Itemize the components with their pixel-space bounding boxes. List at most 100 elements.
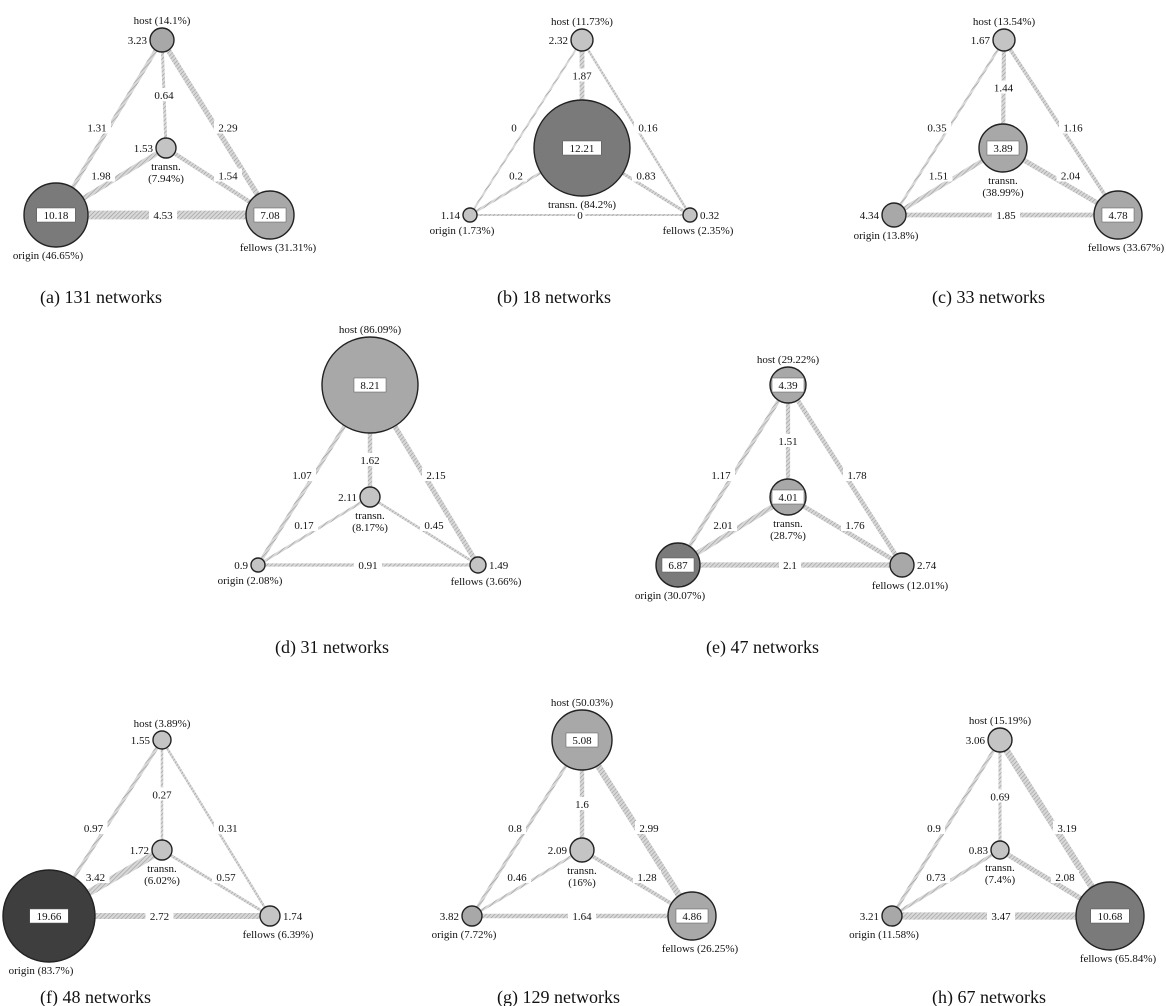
edge-label-transn-fellows: 2.04 [1061, 171, 1081, 183]
node-label-secondary-transn: (16%) [568, 877, 596, 889]
node-value-box [36, 207, 76, 223]
node-value-fellows: 1.49 [489, 560, 509, 572]
node-value-fellows: 2.74 [917, 560, 937, 572]
edge-label-bg [922, 870, 950, 883]
node-label-origin: origin (7.72%) [432, 929, 497, 941]
edge-label-bg [632, 168, 660, 182]
node-origin [250, 557, 266, 573]
edge-label-bg [290, 518, 318, 531]
node-label-fellows: fellows (65.84%) [1080, 953, 1157, 965]
node-label-fellows: fellows (33.67%) [1088, 242, 1165, 254]
node-origin [881, 905, 903, 927]
node-value-host: 2.32 [549, 35, 568, 47]
edge-label-bg [1053, 821, 1081, 834]
edge-host-origin [469, 39, 583, 216]
edge-label-transn-origin: 1.98 [91, 171, 111, 183]
node-label-origin: origin (11.58%) [849, 929, 919, 941]
edge-label-origin-fellows: 2.72 [150, 911, 169, 923]
edge-label-bg [924, 168, 953, 182]
node-label-secondary-transn: (38.99%) [982, 187, 1024, 199]
node-value-origin: 3.82 [440, 911, 459, 923]
edge-label-bg [79, 821, 108, 834]
edge-label-transn-fellows: 0.83 [636, 171, 656, 183]
node-transn [155, 137, 177, 159]
node-value-box [353, 377, 387, 393]
edge-label-host-origin: 0.97 [84, 823, 104, 835]
edge-label-host-fellows: 3.19 [1057, 823, 1077, 835]
edge-label-host-transn: 0.69 [990, 792, 1010, 804]
edge-label-origin-fellows: 0.91 [358, 560, 377, 572]
node-value-transn: 4.01 [778, 492, 797, 504]
node-fellows [259, 905, 281, 927]
edge-label-host-transn: 1.51 [778, 436, 797, 448]
node-label-transn: transn. [355, 510, 385, 522]
edge-label-bg [841, 518, 869, 531]
node-label-host: host (86.09%) [339, 324, 402, 336]
edge-label-bg [709, 518, 737, 531]
node-label-origin: origin (83.7%) [9, 965, 74, 977]
node-label-fellows: fellows (2.35%) [663, 225, 734, 237]
node-host [152, 730, 172, 750]
edge-label-host-origin: 1.17 [711, 470, 731, 482]
edge-label-host-fellows: 1.16 [1063, 123, 1083, 135]
edge-label-host-transn: 0.64 [154, 90, 174, 102]
edge-label-transn-origin: 0.17 [294, 520, 314, 532]
node-value-box [986, 140, 1020, 156]
panel-a: 0.64 1.31 2.29 1.98 1.54 4.53 3.23 host (14.1%)… [13, 15, 317, 308]
node-label-transn: transn. [151, 161, 181, 173]
edge-label-bg [148, 787, 176, 801]
node-label-origin: origin (13.8%) [854, 230, 919, 242]
node-label-origin: origin (30.07%) [635, 590, 706, 602]
edge-label-bg [707, 468, 735, 481]
node-label-origin: origin (2.08%) [218, 575, 283, 587]
edge-label-host-origin: 0.8 [508, 823, 522, 835]
edge-label-transn-fellows: 0.57 [216, 872, 236, 884]
panel-h: 0.69 0.9 3.19 0.73 2.08 3.47 3.06 host (15.19%)… [849, 715, 1156, 1006]
panel-caption: (c) 33 networks [932, 287, 1045, 308]
edge-label-bg [779, 558, 801, 571]
edge-label-bg [288, 468, 316, 481]
edge-label-transn-fellows: 1.76 [845, 520, 865, 532]
edge-label-transn-fellows: 0.45 [424, 520, 444, 532]
edge-label-bg [635, 821, 663, 834]
edge-label-bg [149, 208, 177, 221]
panel-g: 1.6 0.8 2.99 0.46 1.28 1.64 5.08 host (50.03%) 2… [432, 697, 739, 1006]
edge-label-host-transn: 1.87 [572, 71, 592, 83]
edge-label-bg [145, 909, 174, 922]
node-transn [990, 840, 1010, 860]
panel-caption: (b) 18 networks [497, 287, 611, 308]
edge-label-host-transn: 1.44 [994, 83, 1014, 95]
panel-f: 0.27 0.97 0.31 3.42 0.57 2.72 1.55 host (3.89%)… [2, 718, 314, 1006]
node-value-fellows: 0.32 [700, 210, 719, 222]
edge-label-bg [634, 120, 662, 134]
node-value-origin: 3.21 [860, 911, 879, 923]
node-fellows [469, 556, 487, 574]
edge-host-origin [890, 739, 1002, 917]
edge-label-bg [1051, 870, 1079, 883]
edge-label-transn-origin: 3.42 [86, 872, 105, 884]
node-value-fellows: 7.08 [260, 210, 280, 222]
edge-label-bg [422, 468, 450, 481]
panel-caption: (e) 47 networks [706, 637, 819, 658]
edge-label-transn-origin: 2.01 [713, 520, 732, 532]
edge-label-bg [843, 468, 871, 481]
panel-caption: (a) 131 networks [40, 287, 162, 308]
edge-label-host-fellows: 2.29 [218, 123, 238, 135]
edge-label-origin-fellows: 2.1 [783, 560, 797, 572]
node-label-fellows: fellows (3.66%) [451, 576, 522, 588]
edge-label-bg [633, 870, 661, 883]
edge-label-bg [923, 120, 951, 134]
edge-label-bg [83, 120, 111, 134]
edge-label-transn-origin: 0.46 [507, 872, 527, 884]
edge-label-transn-origin: 0.73 [926, 872, 946, 884]
edge-label-bg [420, 518, 448, 531]
node-label-host: host (50.03%) [551, 697, 614, 709]
node-transn [151, 839, 173, 861]
node-host [149, 27, 175, 53]
node-value-host: 1.55 [131, 735, 151, 747]
edge-label-host-fellows: 2.99 [639, 823, 659, 835]
edge-label-bg [214, 821, 242, 834]
edge-label-bg [1056, 168, 1085, 182]
panel-b: 1.87 0 0.16 0.2 0.83 0 2.32 host (11.73%) 12.21 t… [430, 16, 734, 308]
